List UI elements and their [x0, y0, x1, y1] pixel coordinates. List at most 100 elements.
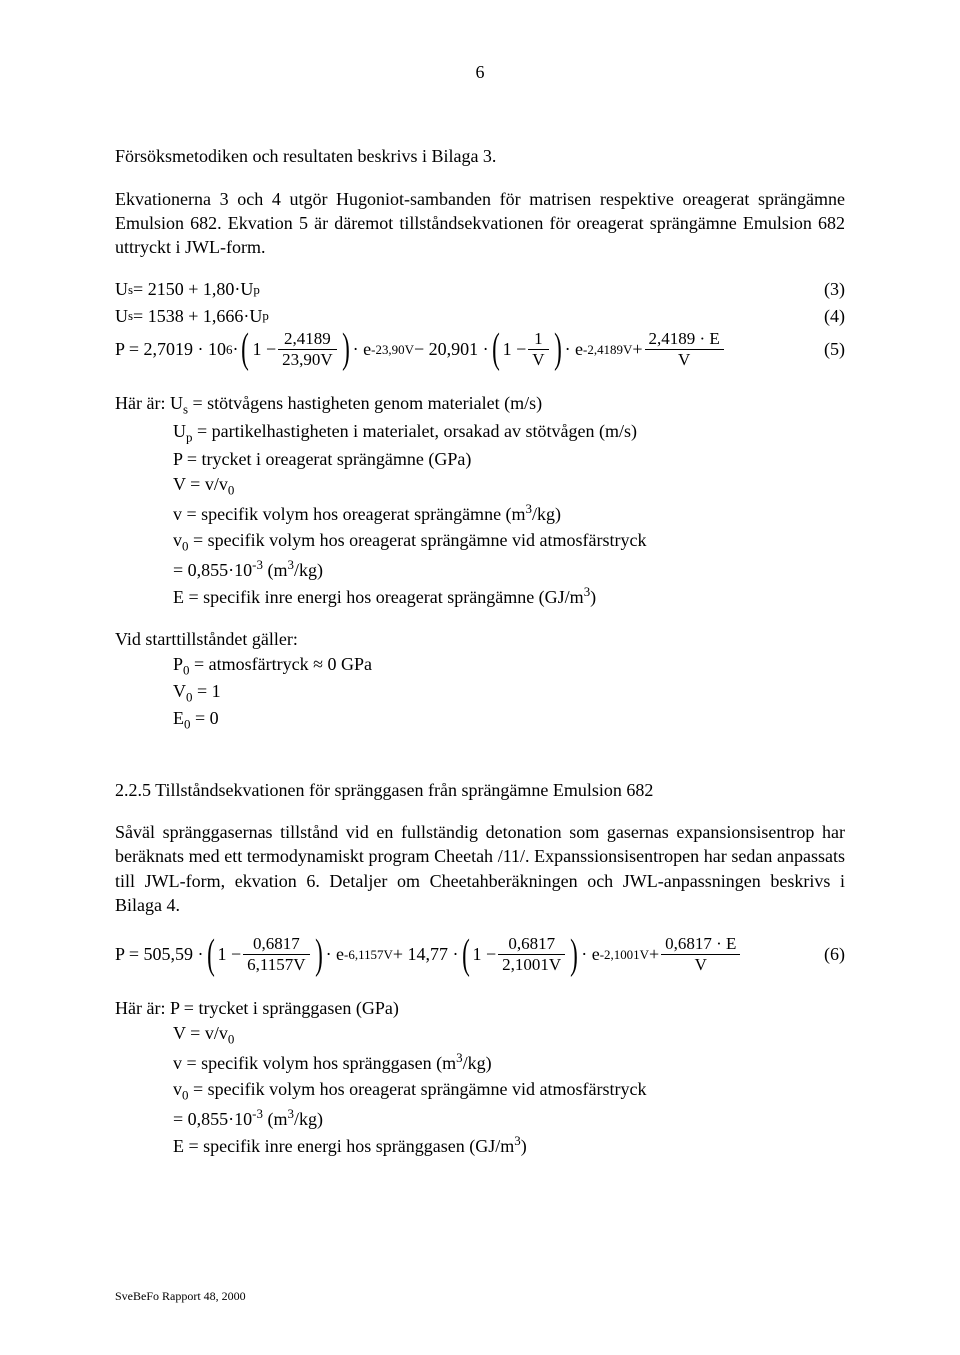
footer-report-ref: SveBeFo Rapport 48, 2000	[115, 1288, 845, 1304]
eq4-lhs: U	[115, 304, 128, 328]
where1-line-7: = 0,855·10-3 (m3/kg)	[173, 556, 845, 582]
w1l7a: = 0,855·10	[173, 560, 252, 580]
eq6-frac3: 0,6817 · EV	[661, 935, 740, 974]
w1l5b: /kg)	[532, 504, 561, 524]
eq6-f2d: 2,1001V	[498, 955, 565, 974]
w1l2b: = partikelhastigheten i materialet, orsa…	[192, 421, 637, 441]
where1-line-5: v = specifik volym hos oreagerat sprängä…	[173, 500, 845, 526]
where1-line-3: P = trycket i oreagerat sprängämne (GPa)	[173, 447, 845, 471]
eq4-rhs: = 1538 + 1,666·U	[133, 304, 262, 328]
eq6-part-c: · e	[326, 942, 344, 966]
eq5-part-f: +	[632, 337, 642, 361]
w1l4s: 0	[228, 483, 234, 498]
eq6-number: (6)	[814, 942, 845, 966]
page-number: 6	[115, 60, 845, 84]
w2l3b: /kg)	[463, 1053, 492, 1073]
w2l5s: -3	[252, 1106, 263, 1121]
w1l8b: )	[590, 587, 596, 607]
s3b: = 0	[190, 708, 218, 728]
where1-line-2: Up = partikelhastigheten i materialet, o…	[173, 419, 845, 446]
page: 6 Försöksmetodiken och resultaten beskri…	[0, 0, 960, 1355]
start-line-2: V0 = 1	[173, 679, 845, 706]
where1-lead: Här är: Us = stötvågens hastigheten geno…	[115, 391, 845, 418]
w2l5b: (m	[263, 1109, 288, 1129]
eq6-part-d: + 14,77 ·	[393, 942, 459, 966]
where1-lead-a: Här är: U	[115, 393, 183, 413]
paragraph-1: Försöksmetodiken och resultaten beskrivs…	[115, 144, 845, 168]
w2l6a: E = specifik inre energi hos spränggasen…	[173, 1136, 514, 1156]
s1b: = atmosfärtryck ≈ 0 GPa	[190, 654, 373, 674]
eq6-f2n: 0,6817	[498, 935, 565, 955]
eq5-number: (5)	[814, 337, 845, 361]
eq5-part-b: ·	[232, 337, 238, 361]
eq3-lhs: U	[115, 277, 128, 301]
equation-block-hugoniot: Us = 2150 + 1,80·Up (3) Us = 1538 + 1,66…	[115, 277, 845, 368]
where1-line-6: v0 = specifik volym hos oreagerat spräng…	[173, 528, 845, 555]
equation-6: P = 505,59 · (1 − 0,68176,1157V ) · e-6,…	[115, 935, 845, 974]
w1l8a: E = specifik inre energi hos oreagerat s…	[173, 587, 584, 607]
where2-lead: Här är: P = trycket i spränggasen (GPa)	[115, 996, 845, 1020]
w2l5c: /kg)	[294, 1109, 323, 1129]
where-block-1: Här är: Us = stötvågens hastigheten geno…	[115, 391, 845, 610]
eq6-c-sup: -6,1157V	[344, 946, 393, 963]
paragraph-2: Ekvationerna 3 och 4 utgör Hugoniot-samb…	[115, 187, 845, 260]
eq5-frac1-den: 23,90V	[278, 350, 337, 369]
w1l2a: U	[173, 421, 186, 441]
eq5-frac1-num: 2,4189	[278, 330, 337, 350]
eq6-part-a: P = 505,59 ·	[115, 942, 204, 966]
w1l6b: = specifik volym hos oreagerat sprängämn…	[188, 530, 646, 550]
eq6-f1n: 0,6817	[243, 935, 309, 955]
eq6-part-e: · e	[581, 942, 599, 966]
eq5-part-c: · e	[353, 337, 371, 361]
eq6-frac2: 0,68172,1001V	[498, 935, 565, 974]
where-block-2: Här är: P = trycket i spränggasen (GPa) …	[115, 996, 845, 1158]
eq3-rhs: = 2150 + 1,80·U	[133, 277, 253, 301]
eq6-part-f: +	[649, 942, 659, 966]
s2b: = 1	[192, 681, 220, 701]
w2l4b: = specifik volym hos oreagerat sprängämn…	[188, 1079, 646, 1099]
eq5-frac3: 2,4189 · EV	[645, 330, 724, 369]
where2-line-2: V = v/v0	[173, 1021, 845, 1048]
where2-line-5: = 0,855·10-3 (m3/kg)	[173, 1105, 845, 1131]
eq6-e-sup: -2,1001V	[600, 946, 649, 963]
eq3-rhs-sub: p	[253, 281, 259, 298]
start-line-1: P0 = atmosfärtryck ≈ 0 GPa	[173, 652, 845, 679]
w1l7c: /kg)	[294, 560, 323, 580]
eq5-part-a: P = 2,7019 · 10	[115, 337, 226, 361]
eq5-frac2-den: V	[528, 350, 548, 369]
equation-block-6: P = 505,59 · (1 − 0,68176,1157V ) · e-6,…	[115, 935, 845, 974]
eq5-c-sup: -23,90V	[371, 341, 414, 358]
eq6-f1d: 6,1157V	[243, 955, 309, 974]
w2l2s: 0	[228, 1032, 234, 1047]
w1l4a: V = v/v	[173, 474, 228, 494]
eq5-part-e: · e	[565, 337, 583, 361]
w2l3a: v = specifik volym hos spränggasen (m	[173, 1053, 456, 1073]
w2l6b: )	[521, 1136, 527, 1156]
w2l4a: v	[173, 1079, 182, 1099]
where1-line-8: E = specifik inre energi hos oreagerat s…	[173, 583, 845, 609]
where1-lead-rest: = stötvågens hastigheten genom materiale…	[188, 393, 542, 413]
where2-line-4: v0 = specifik volym hos oreagerat spräng…	[173, 1077, 845, 1104]
eq5-part-d: − 20,901 ·	[414, 337, 489, 361]
w2l5a: = 0,855·10	[173, 1109, 252, 1129]
start-title: Vid starttillståndet gäller:	[115, 627, 845, 651]
s2a: V	[173, 681, 186, 701]
eq4-rhs-sub: p	[262, 307, 268, 324]
section-heading-225: 2.2.5 Tillståndsekvationen för spränggas…	[115, 778, 845, 802]
eq5-frac3-den: V	[645, 350, 724, 369]
w1l6a: v	[173, 530, 182, 550]
eq6-frac1: 0,68176,1157V	[243, 935, 309, 974]
equation-3: Us = 2150 + 1,80·Up (3)	[115, 277, 845, 301]
where1-line-4: V = v/v0	[173, 472, 845, 499]
equation-5: P = 2,7019 · 106 · (1 − 2,418923,90V ) ·…	[115, 330, 845, 369]
eq5-frac2: 1V	[528, 330, 548, 369]
eq5-frac3-num: 2,4189 · E	[645, 330, 724, 350]
eq3-number: (3)	[814, 277, 845, 301]
eq5-frac1: 2,418923,90V	[278, 330, 337, 369]
where2-line-3: v = specifik volym hos spränggasen (m3/k…	[173, 1049, 845, 1075]
eq5-frac2-num: 1	[528, 330, 548, 350]
w2l2a: V = v/v	[173, 1023, 228, 1043]
w1l7b: (m	[263, 560, 288, 580]
eq6-f3d: V	[661, 955, 740, 974]
equation-4: Us = 1538 + 1,666·Up (4)	[115, 304, 845, 328]
